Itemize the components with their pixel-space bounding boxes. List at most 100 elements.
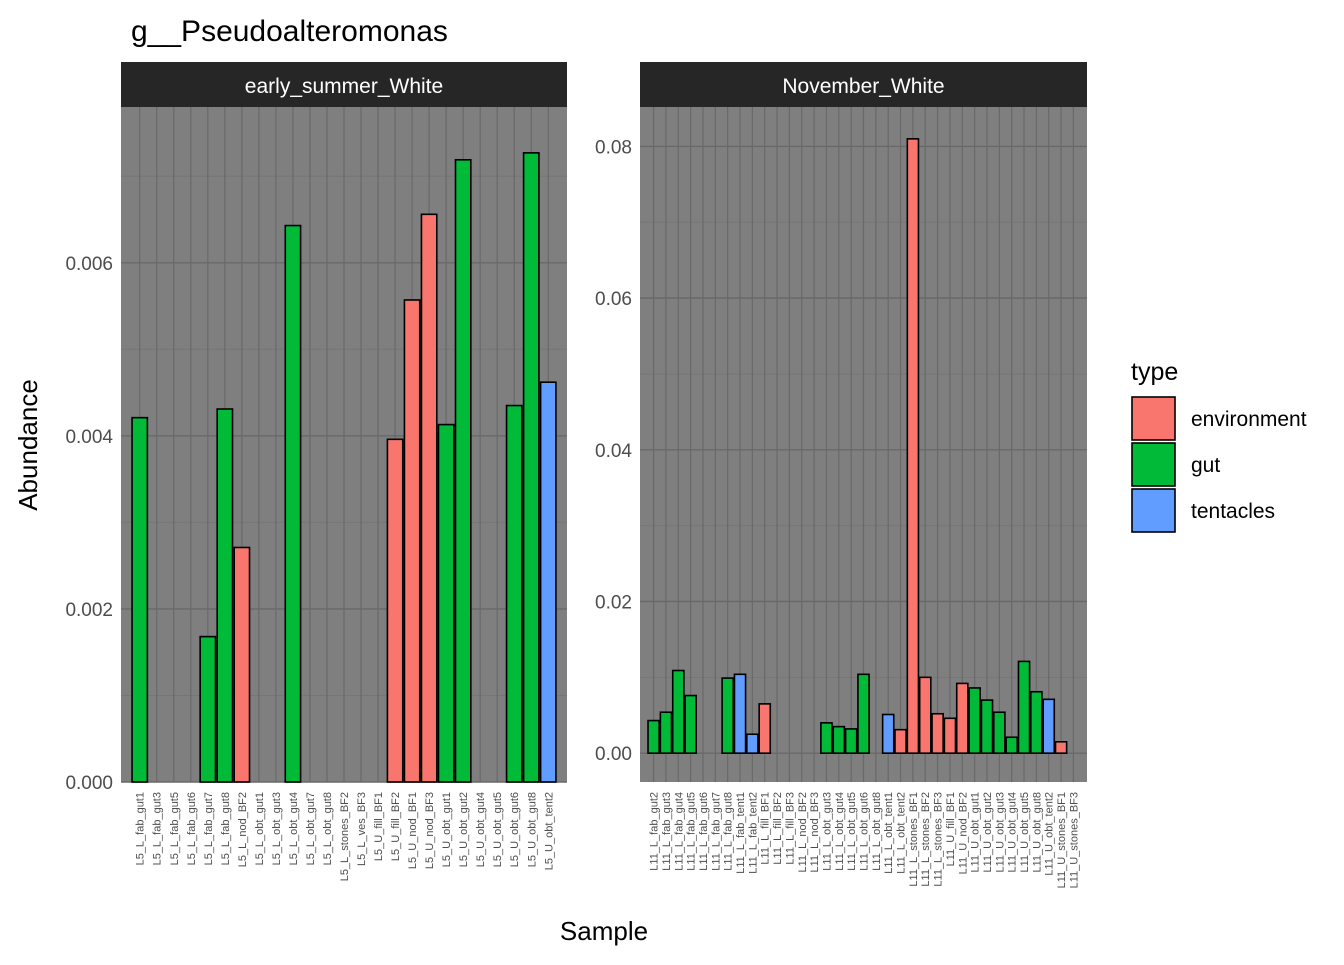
x-tick-label: L11_L_fab_tent1 [735, 792, 747, 874]
x-tick-label: L11_L_fab_gut4 [673, 792, 685, 871]
x-tick-label: L5_U_obt_gut8 [526, 792, 538, 867]
bar [1030, 690, 1043, 754]
x-tick-label: L5_L_obt_gut1 [254, 792, 266, 865]
x-tick-label: L11_L_fill_BF2 [772, 792, 784, 865]
bar [437, 423, 455, 783]
x-tick-label: L5_L_stones_BF2 [339, 792, 351, 881]
x-tick-label: L11_L_obt_gut3 [821, 792, 833, 871]
x-tick-label: L11_U_obt_gut3 [994, 792, 1006, 873]
x-tick-label: L11_L_fab_gut5 [686, 792, 698, 871]
x-tick-label: L11_L_stones_BF1 [908, 792, 920, 887]
bar [943, 717, 957, 754]
bar [505, 404, 523, 783]
x-tick-label: L5_U_fill_BF2 [390, 792, 402, 861]
x-tick-label: L11_L_fab_gut3 [661, 792, 673, 871]
legend-items: environment gut tentacles [1131, 396, 1307, 533]
x-tick-label: L5_U_obt_gut1 [441, 792, 453, 867]
facet-strip-label: early_summer_White [245, 75, 443, 98]
bar [522, 152, 540, 783]
legend-label-tentacles: tentacles [1191, 500, 1275, 523]
y-tick-label: 0.08 [595, 137, 632, 158]
bar [284, 224, 302, 783]
legend: type environment gut tentacles [1131, 358, 1307, 533]
x-tick-label: L11_L_obt_gut6 [859, 792, 871, 871]
x-tick-label: L5_U_obt_gut5 [492, 792, 504, 867]
x-tick-label: L11_L_nod_BF2 [797, 792, 809, 873]
x-tick-label: L11_L_nod_BF3 [809, 792, 821, 873]
bar [671, 669, 685, 754]
x-tick-label: L11_U_nod_BF2 [957, 792, 969, 874]
x-tick-label: L11_L_stones_BF3 [933, 792, 945, 887]
x-tick-label: L11_L_fab_tent2 [747, 792, 759, 874]
bar [980, 699, 994, 754]
x-tick-label: L5_L_obt_gut8 [322, 792, 334, 865]
x-tick-label: L5_L_fab_gut7 [203, 792, 215, 865]
x-tick-label: L11_L_stones_BF2 [920, 792, 932, 887]
bar [403, 299, 421, 783]
x-tick-label: L5_L_fab_gut1 [135, 792, 147, 865]
bar [1005, 736, 1019, 754]
x-tick-label: L5_L_fab_gut8 [220, 792, 232, 865]
bar [746, 733, 759, 754]
bar [386, 438, 404, 783]
bar [539, 381, 557, 783]
x-tick-label: L5_L_obt_gut7 [305, 792, 317, 865]
x-tick-label: L5_L_ves_BF3 [356, 792, 368, 866]
bar [820, 722, 833, 754]
bar [857, 673, 870, 754]
bar [1017, 660, 1031, 754]
facet-strip-label: November_White [782, 75, 944, 98]
bar [955, 682, 969, 754]
bar [216, 408, 234, 783]
bar [420, 213, 438, 783]
y-tick-label: 0.00 [595, 744, 632, 765]
facet-early_summer_White: early_summer_White 0.000 0.002 0.004 0.006 L5… [65, 62, 567, 881]
bar [844, 728, 858, 754]
bar [1054, 741, 1068, 754]
legend-key-gut [1131, 442, 1176, 487]
bar [918, 676, 932, 754]
x-tick-label: L11_U_obt_tent2 [1044, 792, 1056, 876]
x-tick-label: L5_L_nod_BF2 [237, 792, 249, 867]
bar [881, 713, 895, 754]
x-tick-label: L11_L_obt_gut4 [834, 792, 846, 871]
x-tick-label: L11_U_obt_gut5 [1019, 792, 1031, 873]
x-tick-label: L11_U_stones_BF1 [1056, 792, 1068, 888]
legend-key-tentacles [1131, 488, 1176, 533]
y-tick-label: 0.000 [65, 773, 113, 794]
x-tick-label: L11_U_fill_BF1 [945, 792, 957, 866]
y-tick-label: 0.002 [65, 600, 113, 621]
chart-title: g__Pseudoalteromonas [131, 15, 448, 48]
x-tick-label: L11_U_obt_gut4 [1007, 792, 1019, 873]
bar [131, 416, 149, 783]
x-tick-label: L11_L_obt_tent1 [883, 792, 895, 874]
y-tick-label: 0.04 [595, 441, 632, 462]
bar [906, 138, 920, 754]
x-tick-label: L5_U_obt_gut6 [509, 792, 521, 867]
facet-panels: early_summer_White 0.000 0.002 0.004 0.006 L5… [65, 62, 1087, 888]
y-axis-title: Abundance [13, 379, 43, 511]
bar [992, 711, 1006, 754]
facet-strip [640, 62, 1087, 107]
bar [758, 703, 772, 754]
x-tick-label: L11_L_fab_gut6 [698, 792, 710, 871]
x-tick-label: L11_U_obt_gut2 [982, 792, 994, 873]
x-tick-label: L5_L_fab_gut3 [152, 792, 164, 865]
bar [1042, 698, 1056, 754]
x-tick-label: L5_L_fab_gut6 [186, 792, 198, 865]
bar [733, 673, 747, 754]
bar [721, 677, 735, 754]
x-tick-label: L5_U_obt_gut4 [475, 792, 487, 867]
bar [647, 719, 660, 754]
x-tick-label: L5_U_nod_BF3 [424, 792, 436, 869]
bar [968, 687, 981, 754]
bar [931, 712, 944, 754]
x-tick-label: L11_L_obt_tent2 [896, 792, 908, 874]
bar [454, 158, 472, 783]
x-tick-label: L11_U_obt_gut1 [970, 792, 982, 873]
legend-label-gut: gut [1191, 454, 1220, 477]
x-tick-label: L11_L_fab_gut7 [710, 792, 722, 871]
facet-November_White: November_White 0.00 0.02 0.04 0.06 0.08 L11_L_… [595, 62, 1087, 888]
